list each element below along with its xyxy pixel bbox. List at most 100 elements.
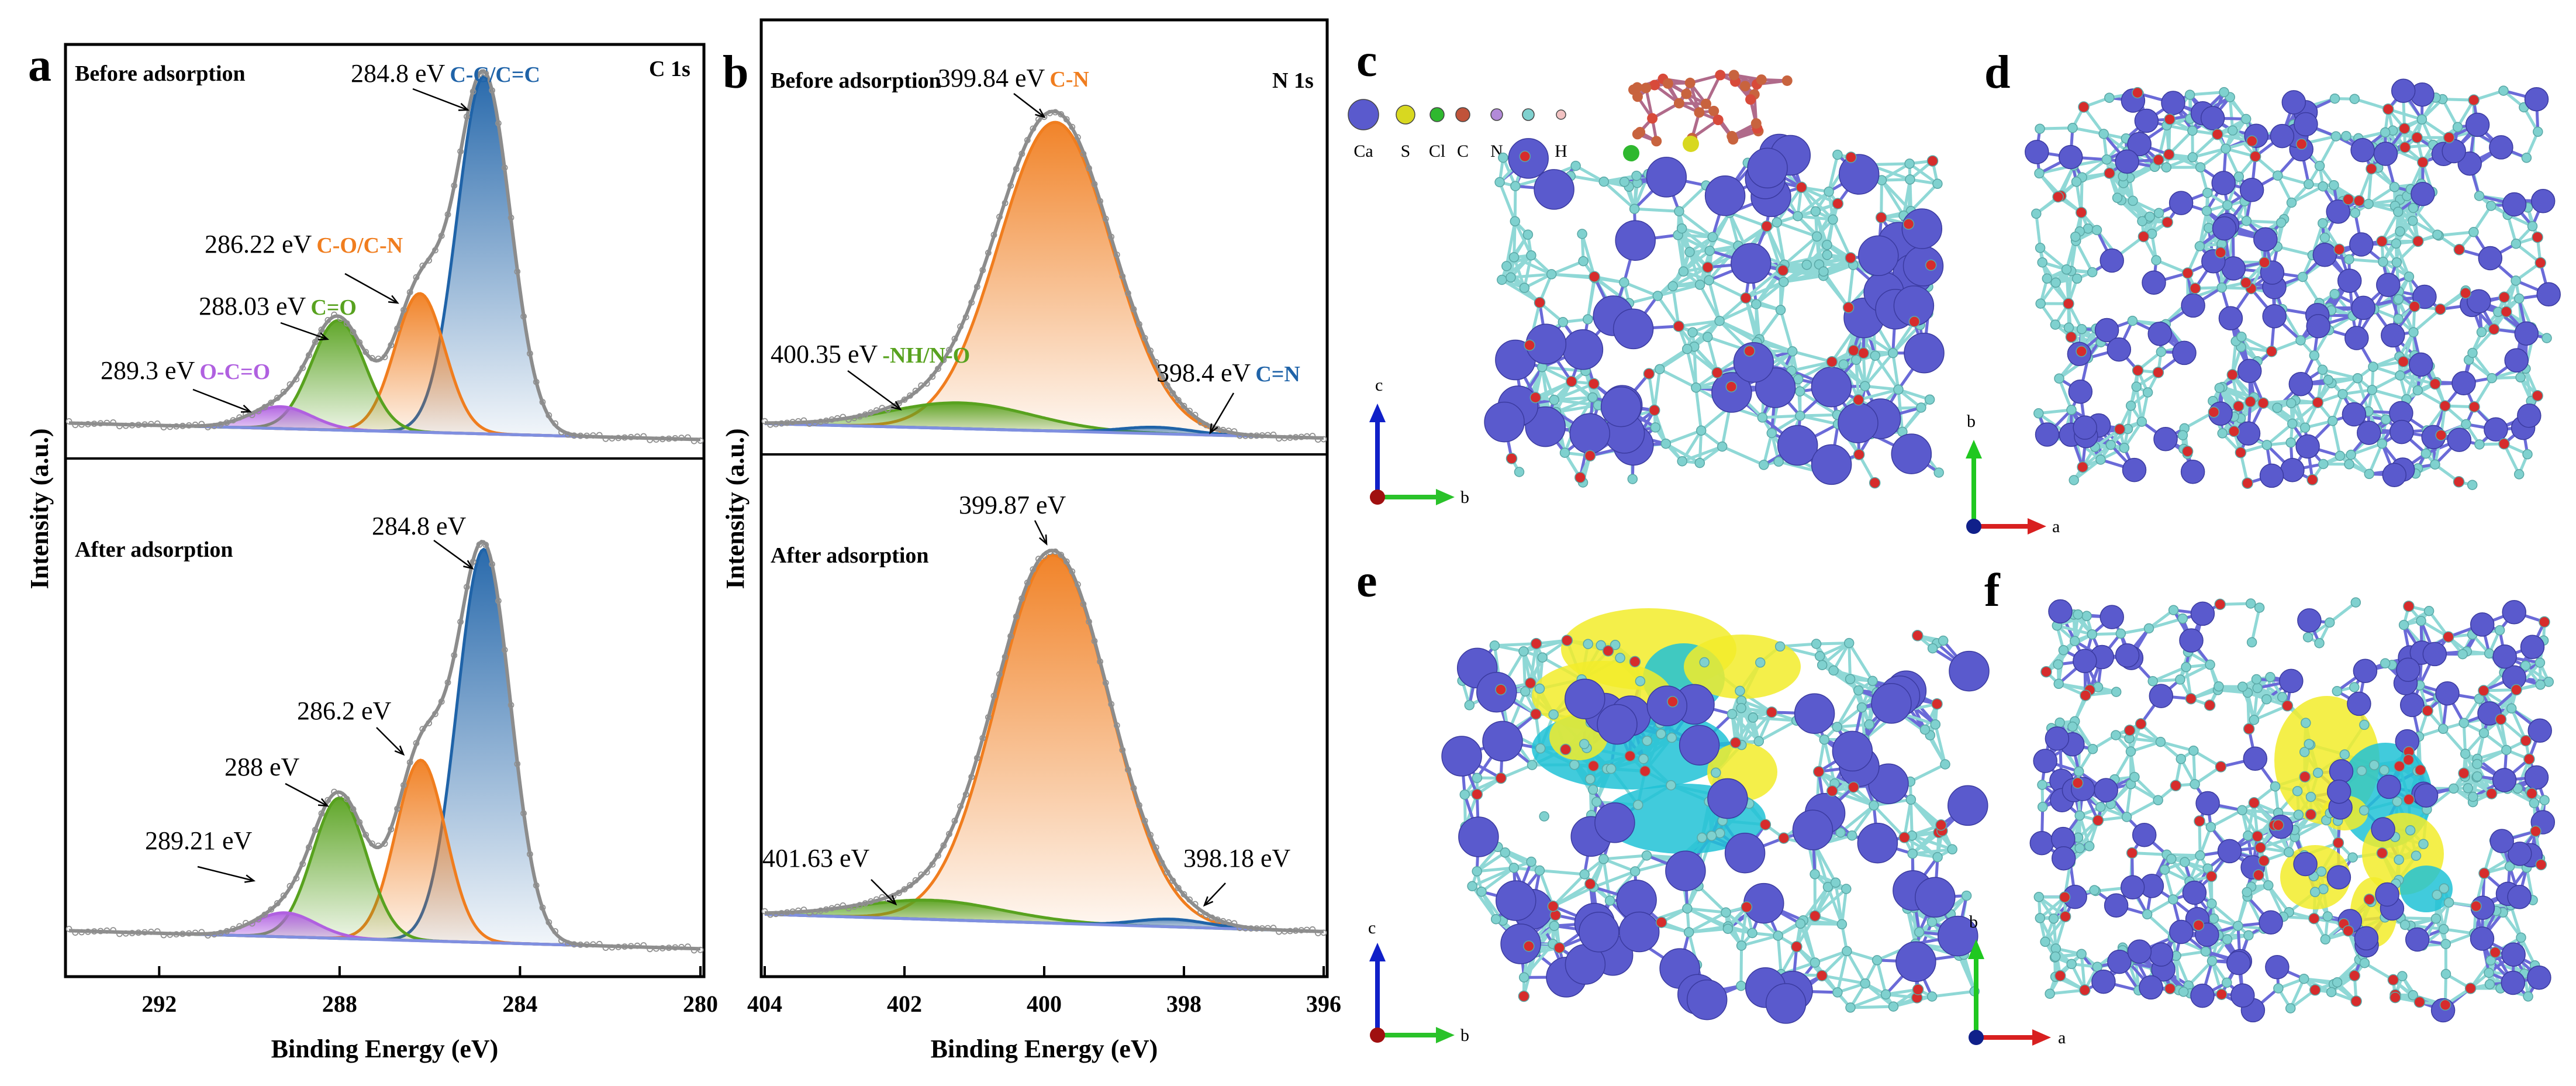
raw-data-point <box>388 342 395 349</box>
adsorbate-bond <box>1704 74 1722 105</box>
bond <box>1739 945 1743 986</box>
bond <box>2322 368 2359 380</box>
bond <box>1551 273 1595 278</box>
atom-h <box>1893 384 1904 395</box>
atom-ca <box>1731 243 1772 284</box>
atom-h <box>1860 381 1870 391</box>
bond <box>1783 235 1818 266</box>
atom-h <box>2416 114 2427 125</box>
raw-data-point <box>1220 918 1227 925</box>
atom-ca <box>2270 123 2295 149</box>
atom-o <box>2399 142 2411 153</box>
atom-h <box>2136 416 2147 427</box>
atom-h <box>1703 332 1713 343</box>
raw-data-point <box>1320 436 1327 443</box>
atom-o <box>2532 231 2543 243</box>
annotation-leader <box>871 879 896 905</box>
bond <box>1698 430 1703 463</box>
atom-ca <box>2288 371 2313 397</box>
adsorbate-atom <box>1684 77 1696 88</box>
atom-ca <box>2373 142 2398 166</box>
atom-h <box>2156 346 2167 357</box>
raw-data-point <box>173 423 180 430</box>
atom-h <box>2377 438 2388 449</box>
panel-b-title: N 1s <box>1272 68 1314 93</box>
raw-data-point <box>1180 891 1187 898</box>
atom-o <box>1848 344 1860 357</box>
raw-data-point <box>343 320 350 327</box>
atom-h <box>1501 261 1512 271</box>
atom-ca <box>2025 140 2049 164</box>
atom-h <box>1832 149 1843 160</box>
annotation-arrowhead <box>388 295 399 304</box>
bond <box>1694 387 1703 431</box>
atom-o <box>2259 257 2270 268</box>
peak-annotation: 284.8 eV C-C/C=C <box>351 59 540 88</box>
raw-data-point <box>946 347 952 353</box>
atom-h <box>1822 239 1832 250</box>
atom-o <box>2152 367 2164 378</box>
atom-o <box>1505 453 1518 464</box>
atom-o <box>2233 400 2244 412</box>
raw-data-point <box>394 325 400 332</box>
atom-o <box>1702 261 1714 273</box>
raw-data-point <box>1136 321 1142 327</box>
atom-ca <box>2134 108 2159 133</box>
bond <box>1698 284 1721 322</box>
atom-h <box>1810 206 1821 217</box>
atom-ca <box>2451 371 2476 395</box>
raw-data-point <box>185 930 192 937</box>
atom-cl <box>1623 145 1639 161</box>
annotation-arrowhead <box>891 401 902 411</box>
atom-h <box>2364 468 2375 480</box>
adsorbate-atom <box>1700 98 1711 109</box>
annotation-arrowhead <box>317 798 329 807</box>
atom-h <box>2395 226 2405 237</box>
atom-ca <box>2212 216 2237 241</box>
atom-o <box>2257 397 2269 409</box>
atom-ca <box>2161 91 2185 115</box>
atom-o <box>1740 292 1752 304</box>
atom-ca <box>2259 463 2284 488</box>
atom-h <box>2367 384 2378 395</box>
peak-annotation: 399.84 eV C-N <box>938 64 1089 92</box>
atom-o <box>1574 471 1586 484</box>
atom-o <box>1925 259 1937 271</box>
atom-o <box>2249 150 2261 163</box>
bond <box>2277 245 2313 257</box>
bond <box>2331 420 2342 457</box>
raw-data-point <box>122 930 129 937</box>
atom-ca <box>2312 243 2337 267</box>
raw-data-point <box>116 930 123 937</box>
bond <box>1745 280 1784 299</box>
bond <box>1799 390 1838 416</box>
atom-ca <box>2211 171 2236 195</box>
bond <box>1718 297 1747 322</box>
raw-data-point <box>545 919 553 926</box>
atom-o <box>2153 154 2164 166</box>
raw-data-point <box>1169 390 1176 397</box>
atom-h <box>2071 273 2083 284</box>
atom-o <box>1711 367 1723 379</box>
atom-o <box>1589 271 1600 282</box>
raw-data-point <box>640 942 647 949</box>
annotation-leader <box>376 727 404 755</box>
atom-h <box>1681 344 1693 354</box>
bond <box>1657 283 1701 298</box>
raw-data-point <box>1169 877 1176 884</box>
peak-annotation: 286.22 eV C-O/C-N <box>205 230 403 258</box>
annotation-arrowhead <box>1039 534 1048 546</box>
peak-annotation: 284.8 eV <box>372 512 467 540</box>
raw-data-point <box>533 882 540 889</box>
atom-o <box>1743 345 1755 357</box>
raw-data-point <box>946 830 952 837</box>
atom-h <box>1717 441 1728 452</box>
atom-h <box>2393 294 2404 305</box>
atom-ca <box>2357 420 2381 445</box>
legend-label-s: S <box>1401 142 1411 161</box>
atom-o <box>2235 447 2247 458</box>
raw-data-point <box>103 419 111 426</box>
atom-ca <box>2147 322 2172 346</box>
atom-h <box>1887 347 1898 358</box>
bond <box>1681 445 1723 463</box>
